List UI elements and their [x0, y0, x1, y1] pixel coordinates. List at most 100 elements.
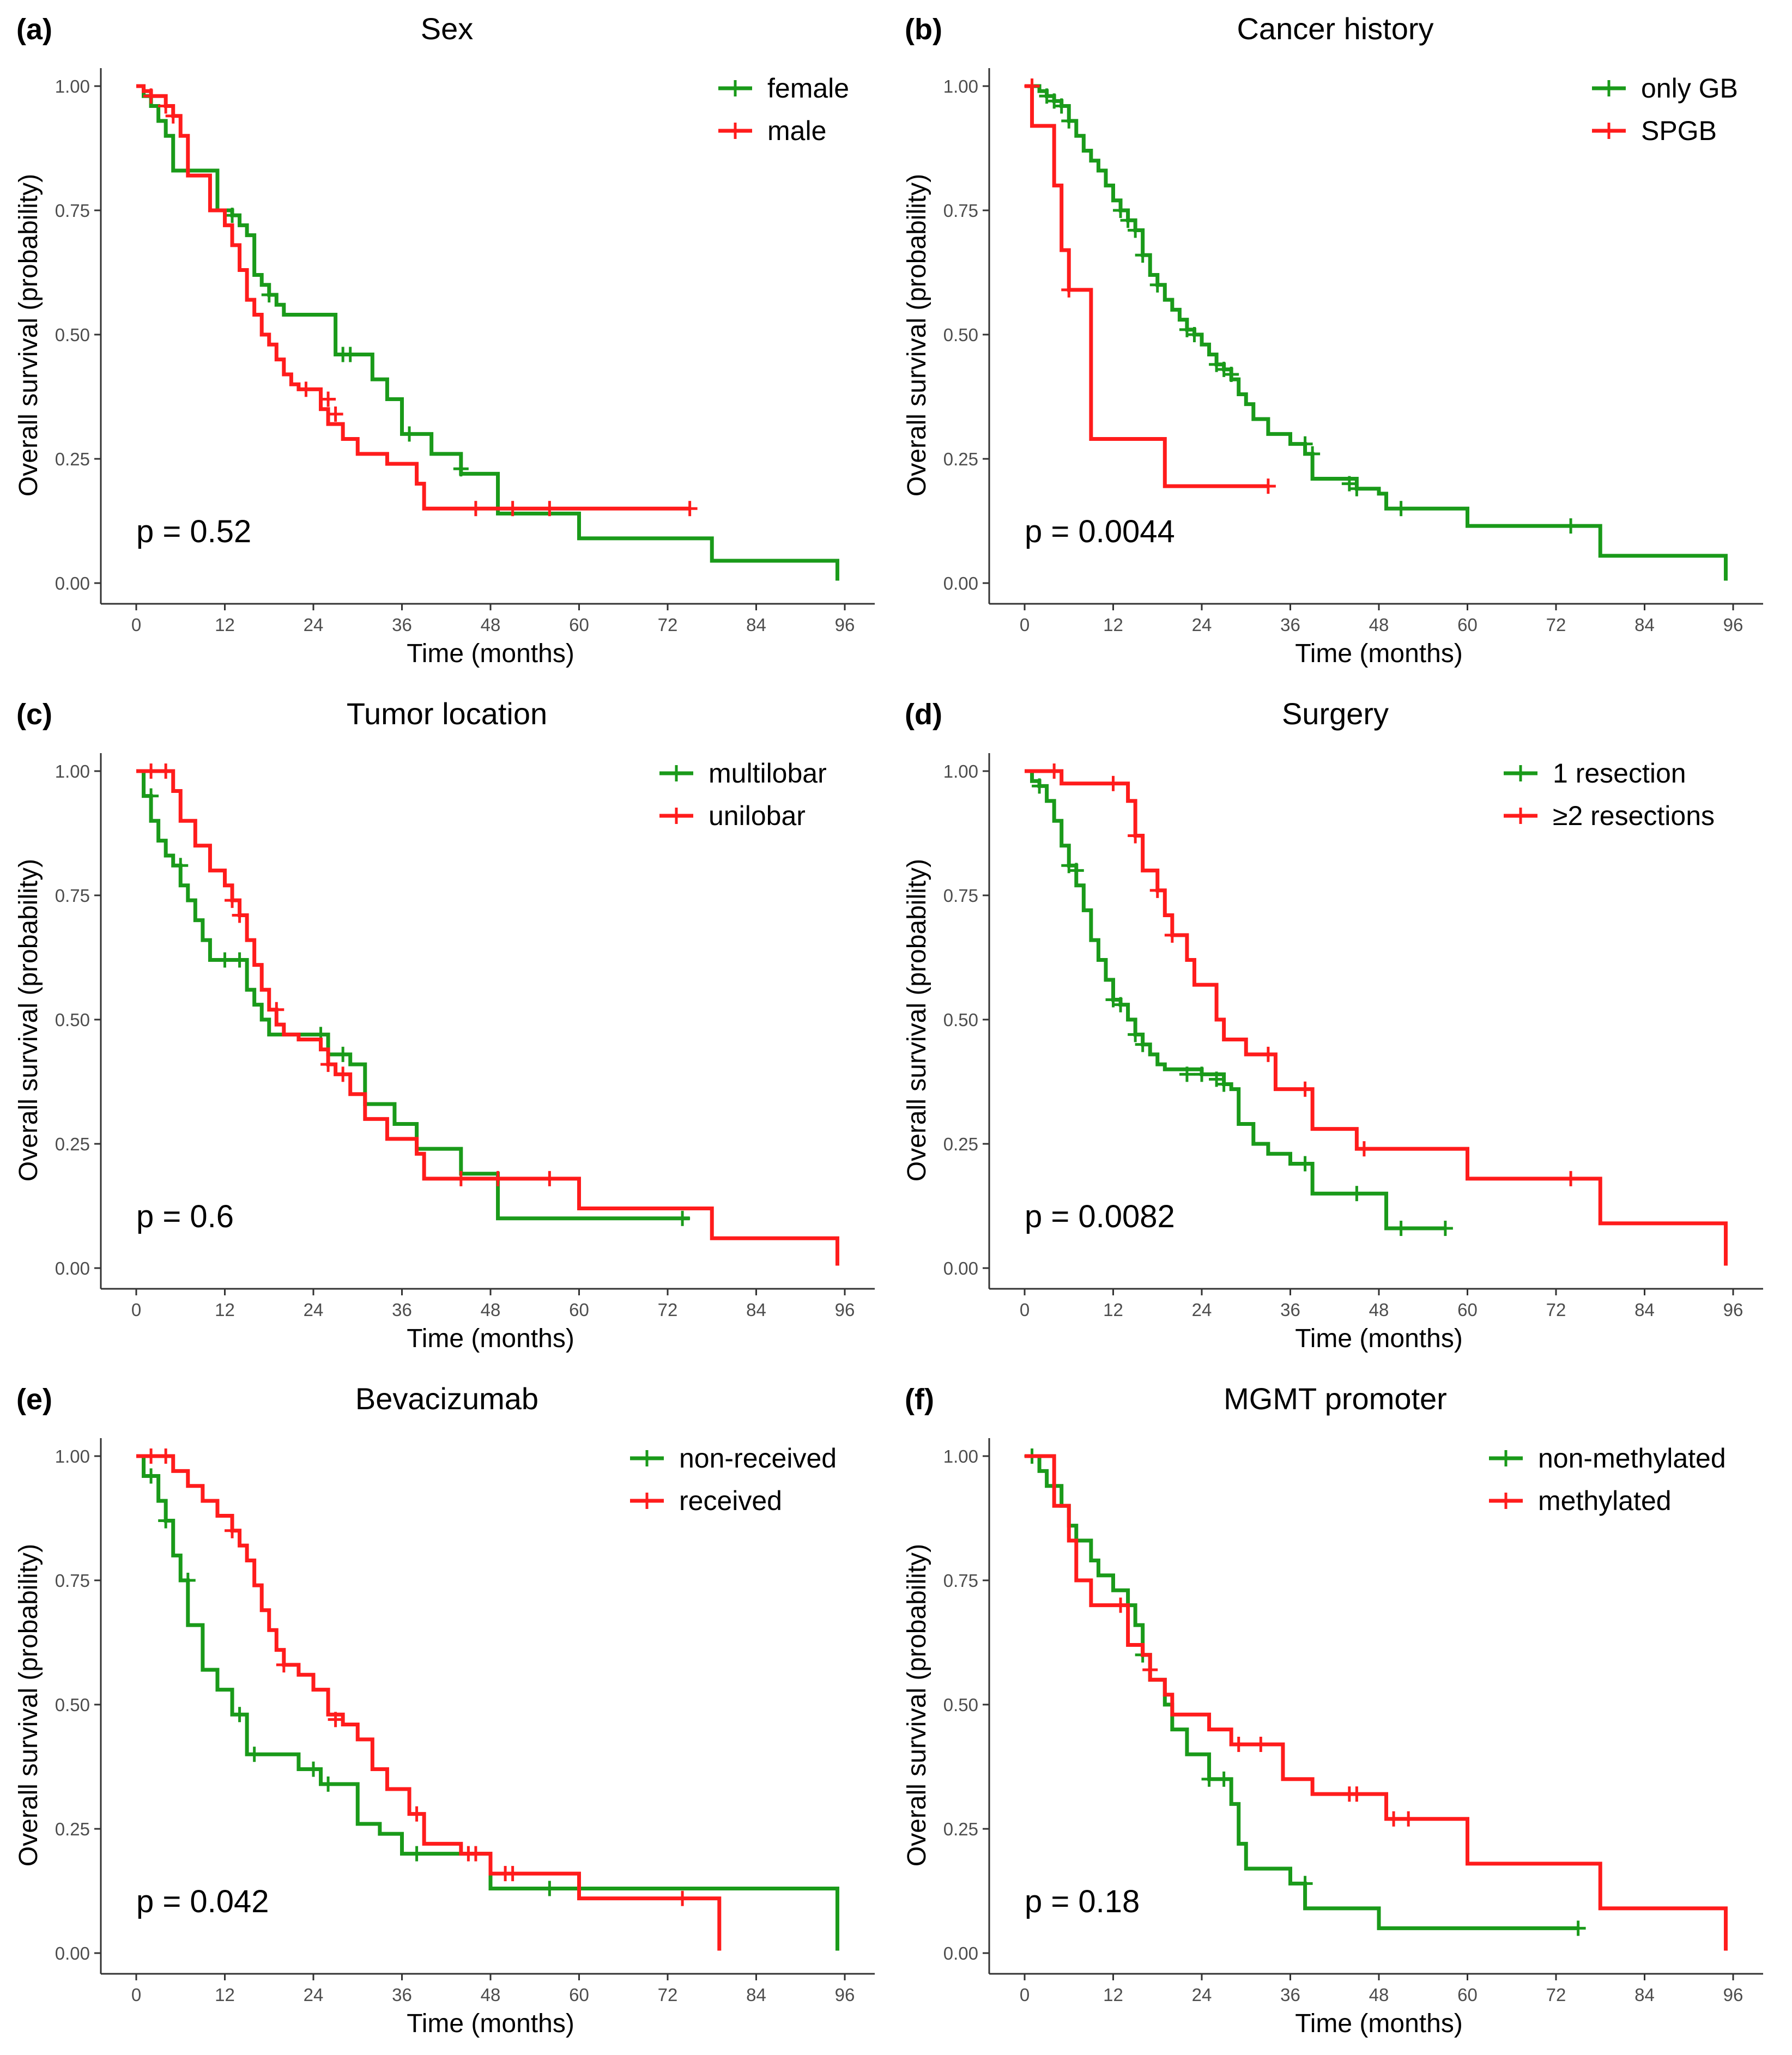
legend-label: 1 resection — [1553, 758, 1686, 789]
legend-key — [1504, 808, 1537, 824]
legend-label: multilobar — [709, 758, 827, 789]
panel-tag: (e) — [16, 1383, 52, 1416]
x-tick-label: 12 — [215, 615, 235, 635]
censor-mark — [269, 1002, 284, 1017]
x-tick-label: 12 — [1103, 1300, 1123, 1320]
legend-item: methylated — [1489, 1486, 1672, 1516]
y-tick-label: 1.00 — [943, 761, 978, 781]
y-axis-title: Overall survival (probability) — [903, 1544, 931, 1866]
censor-mark — [1135, 1036, 1151, 1052]
legend-item: unilobar — [659, 801, 806, 831]
survival-curve-multilobar — [136, 769, 690, 1221]
km-chart-svg: (a) Sex 0.00 0.25 0.50 0.75 1.00 0 12 24 36 48 60 72 8… — [14, 11, 875, 668]
censor-mark — [505, 1866, 520, 1882]
panel-tag: (a) — [16, 13, 52, 46]
censor-mark — [675, 1210, 691, 1226]
censor-mark — [409, 1846, 425, 1862]
x-tick-label: 36 — [392, 1985, 412, 2005]
censor-mark — [1563, 518, 1579, 534]
chart-title: Bevacizumab — [355, 1381, 538, 1416]
censor-mark — [1142, 1662, 1158, 1678]
censor-mark — [143, 1448, 159, 1464]
legend-label: non-methylated — [1538, 1443, 1726, 1474]
y-tick-label: 0.25 — [55, 1134, 90, 1154]
censor-mark — [1393, 501, 1409, 517]
y-tick-label: 0.00 — [943, 1258, 978, 1278]
legend-key — [1489, 1450, 1523, 1466]
censor-mark — [1297, 1081, 1313, 1097]
x-tick-label: 60 — [1457, 1985, 1478, 2005]
censor-mark — [1393, 1221, 1409, 1236]
censor-mark — [180, 1573, 196, 1588]
x-tick-label: 24 — [304, 1300, 324, 1320]
y-tick-label: 0.75 — [55, 1571, 90, 1591]
x-tick-label: 48 — [1369, 615, 1389, 635]
censor-mark — [1349, 481, 1365, 496]
censor-mark — [542, 1881, 558, 1896]
legend-item: non-received — [630, 1443, 837, 1474]
censor-mark — [682, 501, 698, 517]
censor-mark — [1194, 1066, 1209, 1082]
y-tick-label: 0.50 — [55, 325, 90, 345]
y-tick-label: 0.75 — [943, 886, 978, 906]
panel-tag: (f) — [905, 1383, 934, 1416]
legend-item: multilobar — [659, 758, 827, 789]
censor-mark — [1120, 213, 1136, 228]
censor-mark — [1032, 778, 1048, 794]
censor-mark — [1356, 1141, 1372, 1157]
legend-item: received — [630, 1486, 782, 1516]
censor-mark — [1164, 927, 1180, 943]
x-tick-label: 12 — [1103, 615, 1123, 635]
censor-mark — [232, 1707, 247, 1723]
censor-mark — [232, 907, 247, 923]
km-panel: (f) MGMT promoter 0.00 0.25 0.50 0.75 1.00 0 12 2… — [888, 1370, 1777, 2051]
legend-key — [1592, 80, 1626, 96]
censor-mark — [490, 1171, 506, 1186]
censor-mark — [232, 952, 247, 968]
legend-item: only GB — [1592, 73, 1738, 104]
censor-mark — [306, 1761, 321, 1777]
censor-mark — [402, 426, 417, 442]
y-tick-label: 0.75 — [55, 886, 90, 906]
censor-mark — [1128, 828, 1143, 844]
x-tick-label: 96 — [1723, 1300, 1743, 1320]
legend-key — [1592, 123, 1626, 139]
x-tick-label: 48 — [481, 1300, 501, 1320]
y-tick-label: 0.00 — [943, 573, 978, 593]
censor-mark — [246, 1747, 262, 1762]
x-axis-title: Time (months) — [407, 639, 574, 668]
censor-mark — [1401, 1811, 1416, 1827]
censor-mark — [468, 501, 483, 517]
censor-mark — [261, 287, 277, 303]
censor-mark — [675, 1890, 691, 1906]
x-tick-label: 0 — [1020, 1985, 1030, 2005]
x-tick-label: 48 — [481, 1985, 501, 2005]
p-value-label: p = 0.0044 — [1025, 514, 1175, 549]
censor-mark — [342, 347, 358, 362]
censor-mark — [276, 1657, 292, 1673]
legend-label: SPGB — [1641, 116, 1717, 146]
censor-mark — [1570, 1920, 1586, 1936]
legend-key — [659, 808, 693, 824]
censor-mark — [217, 952, 233, 968]
censor-mark — [1297, 436, 1313, 452]
x-tick-label: 0 — [1020, 1300, 1030, 1320]
legend-item: ≥2 resections — [1504, 801, 1715, 831]
censor-mark — [1128, 1027, 1143, 1042]
x-tick-label: 72 — [1546, 1985, 1566, 2005]
x-tick-label: 36 — [1280, 1985, 1300, 2005]
y-tick-label: 0.75 — [55, 201, 90, 221]
legend-label: non-received — [679, 1443, 837, 1474]
censor-mark — [225, 893, 240, 908]
x-axis-title: Time (months) — [1295, 2009, 1463, 2038]
x-tick-label: 48 — [1369, 1300, 1389, 1320]
censor-mark — [1135, 247, 1151, 263]
censor-mark — [542, 501, 558, 517]
censor-mark — [1113, 1597, 1129, 1613]
km-panel: (c) Tumor location 0.00 0.25 0.50 0.75 1.00 0 12… — [0, 685, 888, 1366]
y-tick-label: 0.50 — [55, 1695, 90, 1715]
censor-mark — [1128, 222, 1143, 238]
p-value-label: p = 0.6 — [136, 1199, 234, 1234]
x-tick-label: 60 — [569, 1985, 589, 2005]
chart-title: MGMT promoter — [1224, 1381, 1447, 1416]
